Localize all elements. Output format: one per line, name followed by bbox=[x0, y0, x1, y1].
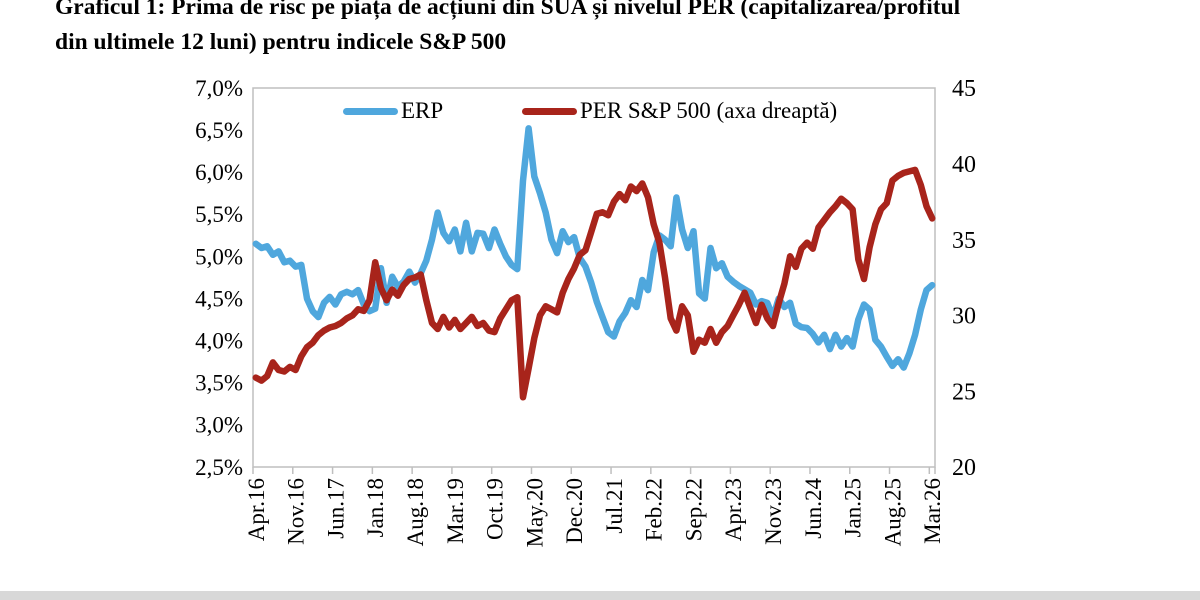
x-axis-tick-label: Jan.25 bbox=[841, 478, 866, 537]
left-axis-tick-label: 2,5% bbox=[195, 455, 243, 480]
right-axis-tick-label: 45 bbox=[952, 76, 976, 102]
erp-series-line bbox=[252, 125, 936, 371]
page-bottom-edge bbox=[0, 591, 1200, 600]
x-axis-tick-label: Aug.25 bbox=[880, 478, 905, 546]
left-axis-tick-label: 3,0% bbox=[195, 413, 243, 438]
x-axis-tick-label: Mar.19 bbox=[443, 478, 468, 544]
x-axis-tick-label: Oct.19 bbox=[483, 478, 508, 540]
right-axis-tick-label: 40 bbox=[952, 152, 976, 178]
x-axis-tick-label: Mar.26 bbox=[920, 478, 945, 544]
chart-title-line-2: din ultimele 12 luni) pentru indicele S&… bbox=[55, 29, 507, 56]
left-axis-tick-label: 5,5% bbox=[195, 202, 243, 227]
right-axis-tick-label: 35 bbox=[952, 228, 976, 254]
x-axis-tick-label: Sep.22 bbox=[681, 478, 706, 541]
x-axis-tick-label: Feb.22 bbox=[642, 478, 667, 541]
left-axis-tick-label: 5,0% bbox=[195, 244, 243, 269]
right-axis-tick-label: 30 bbox=[952, 304, 976, 330]
right-axis-tick-label: 25 bbox=[952, 379, 976, 405]
left-axis-tick-label: 6,5% bbox=[195, 118, 243, 143]
left-axis-tick-label: 4,0% bbox=[195, 328, 243, 353]
right-axis-tick-label: 20 bbox=[952, 455, 976, 481]
x-axis-tick-label: Nov.16 bbox=[284, 478, 309, 545]
plot-area-border bbox=[252, 87, 936, 468]
left-axis-tick-label: 7,0% bbox=[195, 76, 243, 101]
left-axis-tick-label: 4,5% bbox=[195, 286, 243, 311]
chart-title-line-1: Graficul 1: Prima de risc pe piața de ac… bbox=[55, 0, 961, 20]
x-axis-tick-label: Jun.24 bbox=[801, 478, 826, 539]
per-series-line bbox=[252, 166, 936, 401]
x-axis-tick-label: Jul.21 bbox=[602, 478, 627, 534]
x-axis-tick-label: Dec.20 bbox=[562, 478, 587, 544]
x-axis-tick-label: Apr.16 bbox=[244, 478, 269, 541]
x-axis-tick-label: May.20 bbox=[522, 478, 547, 547]
chart-title: Graficul 1: Prima de risc pe piața de ac… bbox=[55, 0, 1160, 61]
left-axis-tick-label: 6,0% bbox=[195, 160, 243, 185]
x-axis-tick-label: Nov.23 bbox=[761, 478, 786, 545]
x-axis-tick-label: Jun.17 bbox=[323, 478, 348, 539]
x-axis-tick-label: Apr.23 bbox=[721, 478, 746, 541]
x-axis-tick-label: Jan.18 bbox=[363, 478, 388, 537]
x-axis-tick-label: Aug.18 bbox=[403, 478, 428, 546]
left-axis-tick-label: 3,5% bbox=[195, 371, 243, 396]
